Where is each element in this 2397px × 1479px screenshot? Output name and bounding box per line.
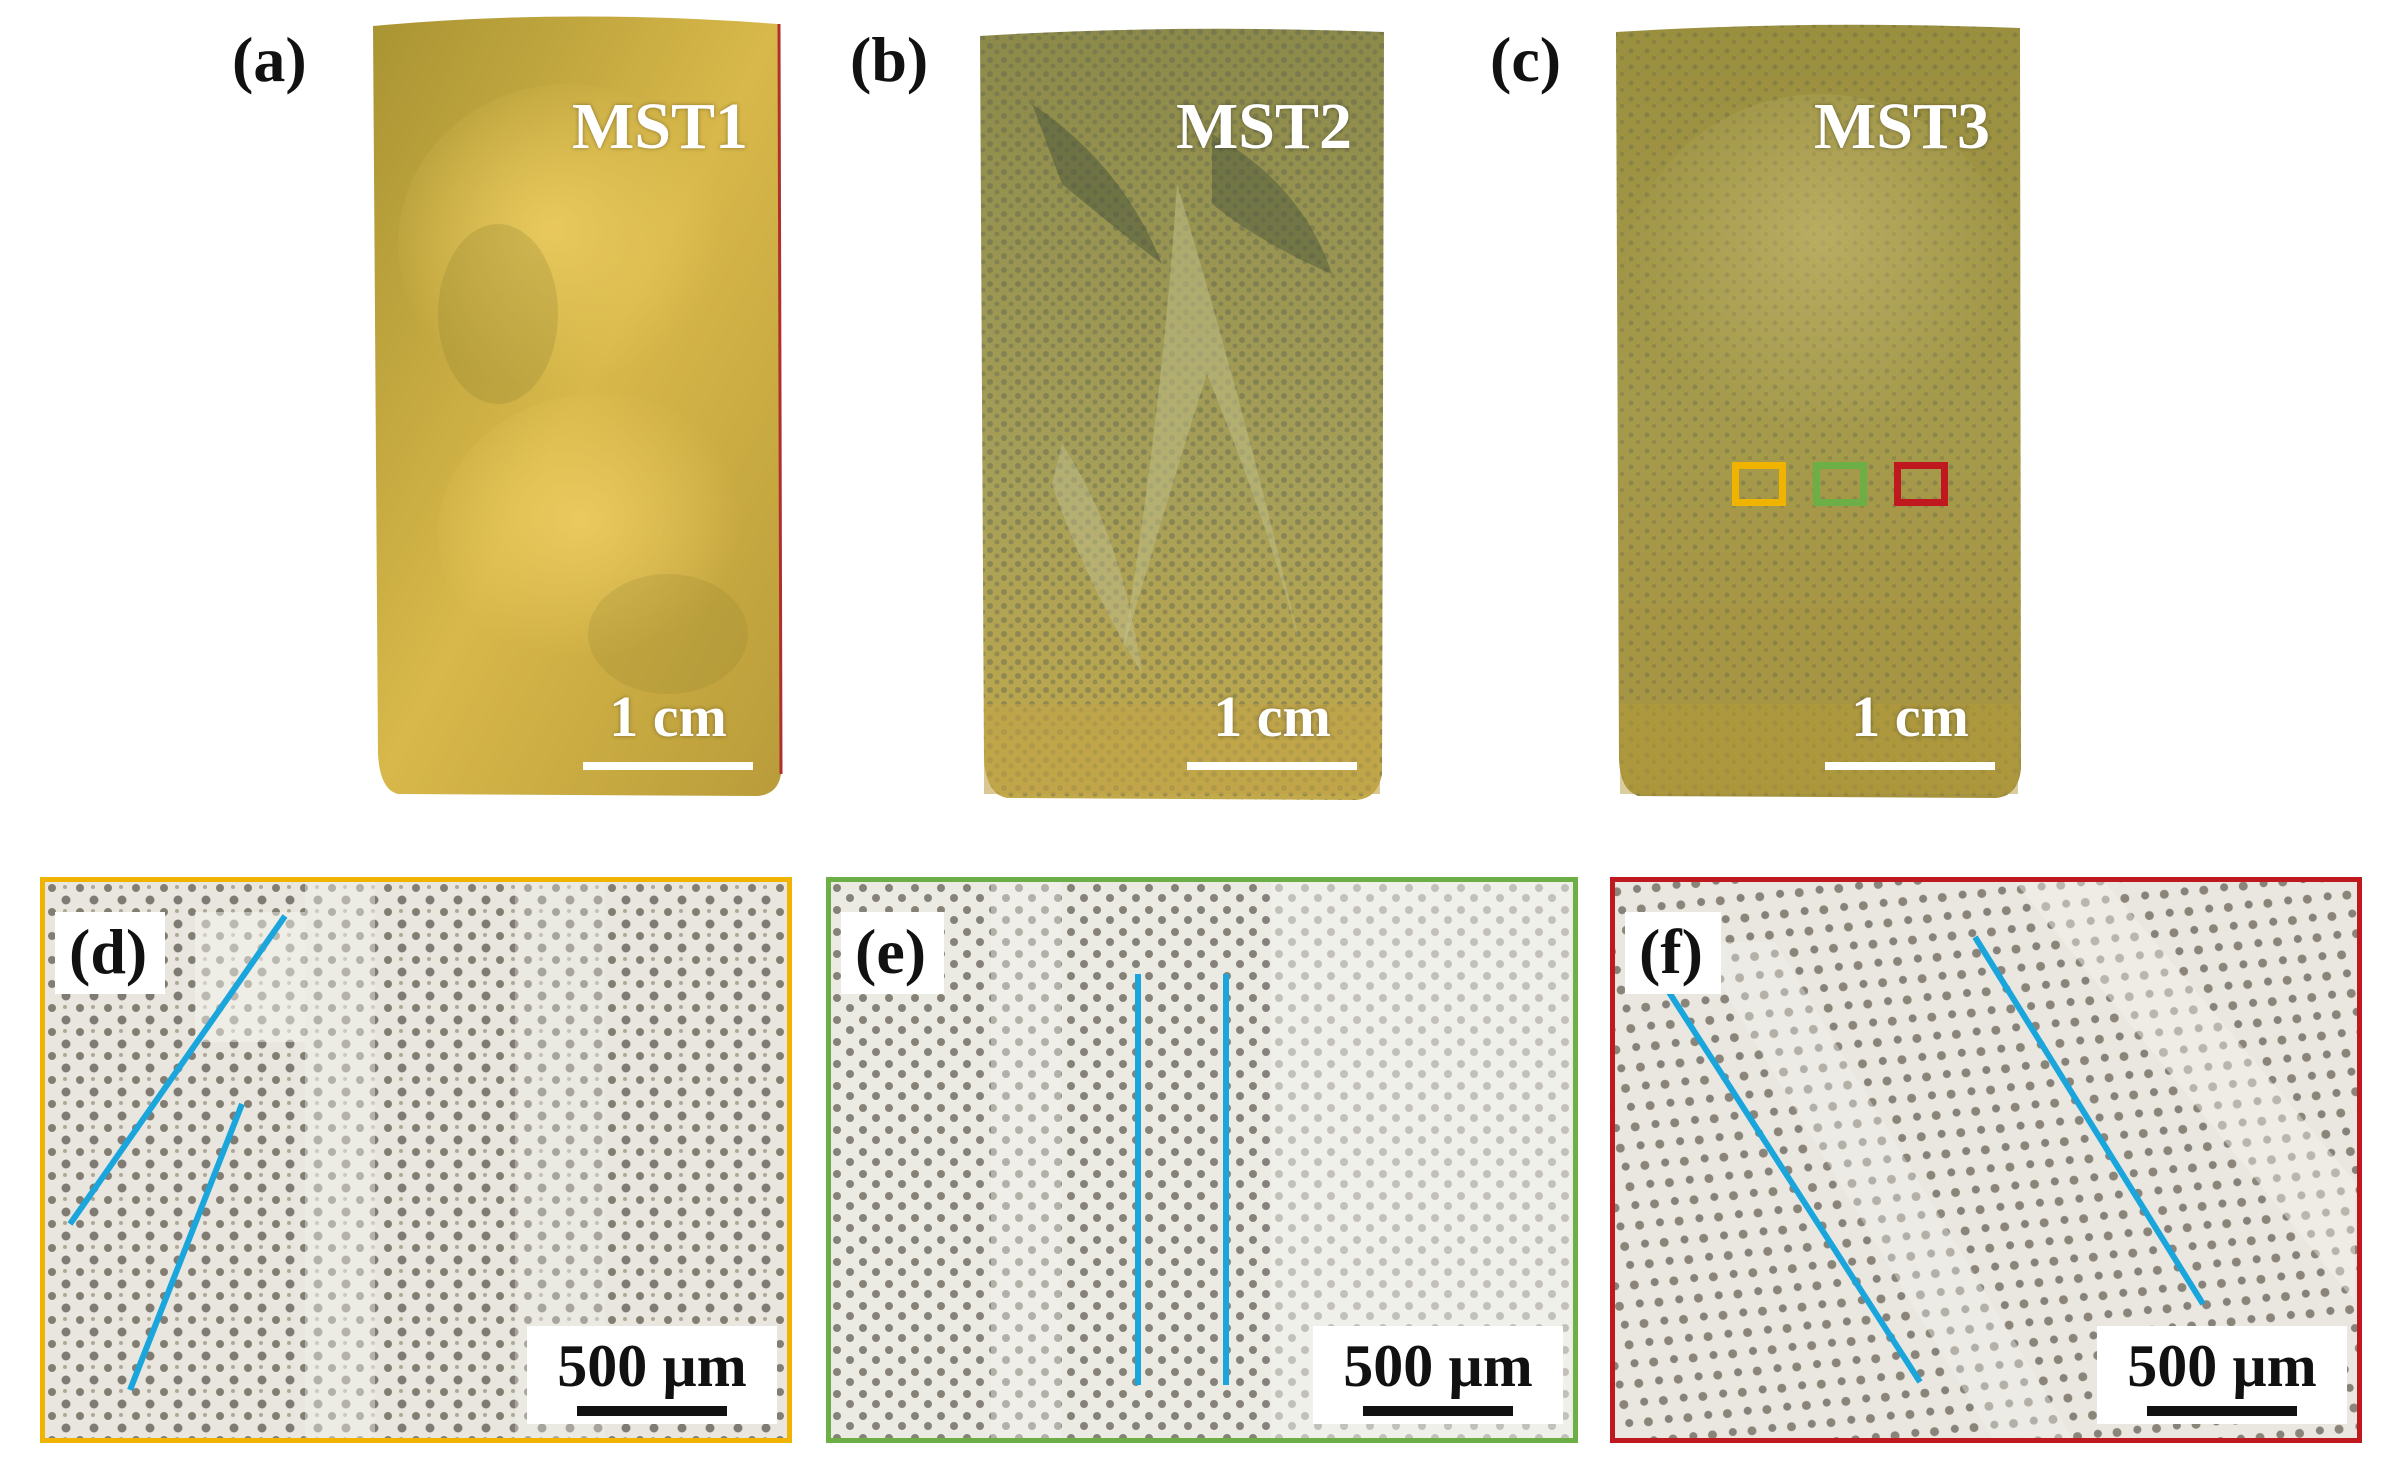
sample-name-mst2: MST2 xyxy=(1175,90,1352,163)
scale-label-e: 500 µm xyxy=(1343,1333,1533,1399)
sample-mst3-photo xyxy=(1616,24,2021,799)
micrograph-d: (d) 500 µm xyxy=(40,877,792,1443)
sample-image-mst3: MST3 1 cm xyxy=(1610,14,2025,804)
panel-label-d: (d) xyxy=(55,912,166,994)
scale-bar-1cm-a: 1 cm xyxy=(583,688,753,770)
roi-box-red xyxy=(1894,462,1948,506)
growth-line-d2 xyxy=(127,1102,245,1392)
micrograph-f-image xyxy=(1615,882,2357,1438)
scale-label-d: 500 µm xyxy=(557,1333,747,1399)
scale-label-a: 1 cm xyxy=(609,684,727,749)
sample-image-mst1: MST1 1 cm xyxy=(368,14,783,804)
sample-name-mst3: MST3 xyxy=(1813,90,1990,163)
roi-box-yellow xyxy=(1732,462,1786,506)
scale-bar-500um-f: 500 µm xyxy=(2097,1326,2347,1424)
scale-bar-500um-e: 500 µm xyxy=(1313,1326,1563,1424)
scale-bar-1cm-b: 1 cm xyxy=(1187,688,1357,770)
sample-image-mst2: MST2 1 cm xyxy=(972,14,1387,804)
panel-label-c: (c) xyxy=(1490,24,1562,95)
panel-label-e: (e) xyxy=(841,912,945,994)
growth-line-f1 xyxy=(1662,984,1923,1384)
scale-label-b: 1 cm xyxy=(1213,684,1331,749)
scale-label-c: 1 cm xyxy=(1851,684,1969,749)
sample-name-mst1: MST1 xyxy=(571,90,748,163)
scale-line-b xyxy=(1187,762,1357,770)
micrograph-e: (e) 500 µm xyxy=(826,877,1578,1443)
scale-line-f xyxy=(2147,1406,2297,1416)
scale-line-a xyxy=(583,762,753,770)
scale-bar-500um-d: 500 µm xyxy=(527,1326,777,1424)
panel-label-a: (a) xyxy=(232,24,307,95)
scale-line-e xyxy=(1363,1406,1513,1416)
scale-bar-1cm-c: 1 cm xyxy=(1825,688,1995,770)
scale-line-d xyxy=(577,1406,727,1416)
growth-line-f2 xyxy=(1972,935,2206,1306)
micrograph-f: (f) 500 µm xyxy=(1610,877,2362,1443)
micrograph-d-image xyxy=(45,882,787,1438)
sample-mst2-photo xyxy=(980,28,1384,801)
sample-mst1-photo xyxy=(373,16,783,797)
roi-box-green xyxy=(1813,462,1867,506)
scale-line-c xyxy=(1825,762,1995,770)
scale-label-f: 500 µm xyxy=(2127,1333,2317,1399)
panel-label-b: (b) xyxy=(850,24,929,95)
growth-line-d1 xyxy=(67,914,288,1226)
panel-label-f: (f) xyxy=(1625,912,1721,994)
